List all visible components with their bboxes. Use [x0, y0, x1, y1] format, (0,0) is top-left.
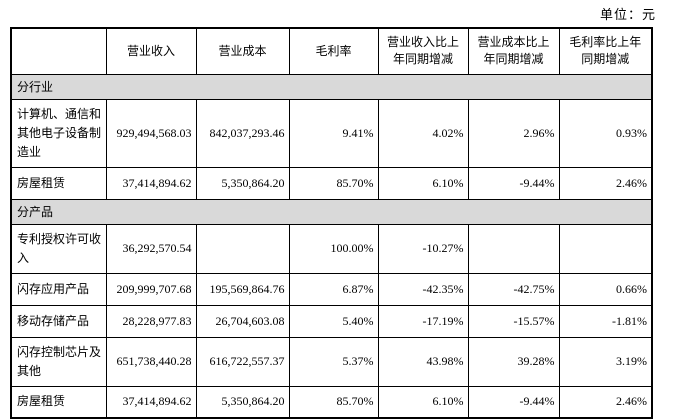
column-header: 营业收入比上年同期增减 — [377, 27, 469, 75]
value-cell: 9.41% — [288, 98, 379, 168]
value-cell: 37,414,894.62 — [105, 166, 197, 200]
value-cell: 616,722,557.37 — [195, 336, 290, 387]
row-label-column-header — [10, 27, 107, 75]
table-row: 房屋租赁 37,414,894.62 5,350,864.20 85.70% 6.10%… — [10, 385, 653, 419]
row-label: 移动存储产品 — [10, 304, 107, 338]
column-header: 毛利率 — [288, 27, 379, 75]
table-row: 闪存控制芯片及其他 651,738,440.28 616,722,557.37 5.3… — [10, 336, 653, 387]
value-cell: 0.93% — [558, 98, 653, 168]
value-cell: 2.46% — [558, 385, 653, 419]
section-row: 分产品 — [10, 198, 653, 225]
value-cell: 5,350,864.20 — [195, 385, 290, 419]
report-page: 单位：元 营业收入 营业成本 毛利率 营业收入比上年同期增减 营业成本比上年同期增减 毛利… — [10, 7, 656, 419]
section-row: 分行业 — [10, 73, 653, 100]
value-cell — [558, 223, 653, 274]
value-cell: 28,228,977.83 — [105, 304, 197, 338]
value-cell: 36,292,570.54 — [105, 223, 197, 274]
value-cell: -42.35% — [377, 272, 469, 306]
value-cell: 0.66% — [558, 272, 653, 306]
row-label: 专利授权许可收入 — [10, 223, 107, 274]
column-header: 营业成本比上年同期增减 — [467, 27, 560, 75]
value-cell: 37,414,894.62 — [105, 385, 197, 419]
row-label: 房屋租赁 — [10, 385, 107, 419]
value-cell: 2.96% — [467, 98, 560, 168]
value-cell: 26,704,603.08 — [195, 304, 290, 338]
row-label: 闪存应用产品 — [10, 272, 107, 306]
value-cell: 6.10% — [377, 385, 469, 419]
value-cell: 43.98% — [377, 336, 469, 387]
table-header: 营业收入 营业成本 毛利率 营业收入比上年同期增减 营业成本比上年同期增减 毛利率比上年同… — [10, 27, 653, 75]
value-cell: -17.19% — [377, 304, 469, 338]
column-header: 营业收入 — [105, 27, 197, 75]
row-label: 闪存控制芯片及其他 — [10, 336, 107, 387]
value-cell: 195,569,864.76 — [195, 272, 290, 306]
value-cell: 651,738,440.28 — [105, 336, 197, 387]
value-cell: 5.40% — [288, 304, 379, 338]
section-label: 分产品 — [10, 198, 653, 225]
value-cell: -9.44% — [467, 385, 560, 419]
value-cell: 842,037,293.46 — [195, 98, 290, 168]
segment-revenue-table: 营业收入 营业成本 毛利率 营业收入比上年同期增减 营业成本比上年同期增减 毛利率比上年同… — [10, 27, 653, 419]
value-cell: -10.27% — [377, 223, 469, 274]
table-body: 分行业 计算机、通信和其他电子设备制造业 929,494,568.03 842,037… — [10, 73, 653, 419]
value-cell — [467, 223, 560, 274]
value-cell: -42.75% — [467, 272, 560, 306]
value-cell: -1.81% — [558, 304, 653, 338]
column-header: 毛利率比上年同期增减 — [558, 27, 653, 75]
value-cell — [195, 223, 290, 274]
table-row: 专利授权许可收入 36,292,570.54 100.00% -10.27% — [10, 223, 653, 274]
unit-label: 单位：元 — [599, 7, 656, 22]
header-row: 营业收入 营业成本 毛利率 营业收入比上年同期增减 营业成本比上年同期增减 毛利率比上年同… — [10, 27, 653, 75]
value-cell: 85.70% — [288, 385, 379, 419]
value-cell: 39.28% — [467, 336, 560, 387]
value-cell: 6.10% — [377, 166, 469, 200]
value-cell: 5,350,864.20 — [195, 166, 290, 200]
value-cell: 4.02% — [377, 98, 469, 168]
table-row: 房屋租赁 37,414,894.62 5,350,864.20 85.70% 6.10%… — [10, 166, 653, 200]
value-cell: -15.57% — [467, 304, 560, 338]
column-header: 营业成本 — [195, 27, 290, 75]
value-cell: 85.70% — [288, 166, 379, 200]
row-label: 房屋租赁 — [10, 166, 107, 200]
value-cell: 3.19% — [558, 336, 653, 387]
value-cell: 929,494,568.03 — [105, 98, 197, 168]
value-cell: 100.00% — [288, 223, 379, 274]
value-cell: 209,999,707.68 — [105, 272, 197, 306]
value-cell: 6.87% — [288, 272, 379, 306]
table-row: 闪存应用产品 209,999,707.68 195,569,864.76 6.87% -… — [10, 272, 653, 306]
row-label: 计算机、通信和其他电子设备制造业 — [10, 98, 107, 168]
value-cell: 2.46% — [558, 166, 653, 200]
section-label: 分行业 — [10, 73, 653, 100]
value-cell: -9.44% — [467, 166, 560, 200]
value-cell: 5.37% — [288, 336, 379, 387]
table-row: 计算机、通信和其他电子设备制造业 929,494,568.03 842,037,29… — [10, 98, 653, 168]
table-row: 移动存储产品 28,228,977.83 26,704,603.08 5.40% -17… — [10, 304, 653, 338]
